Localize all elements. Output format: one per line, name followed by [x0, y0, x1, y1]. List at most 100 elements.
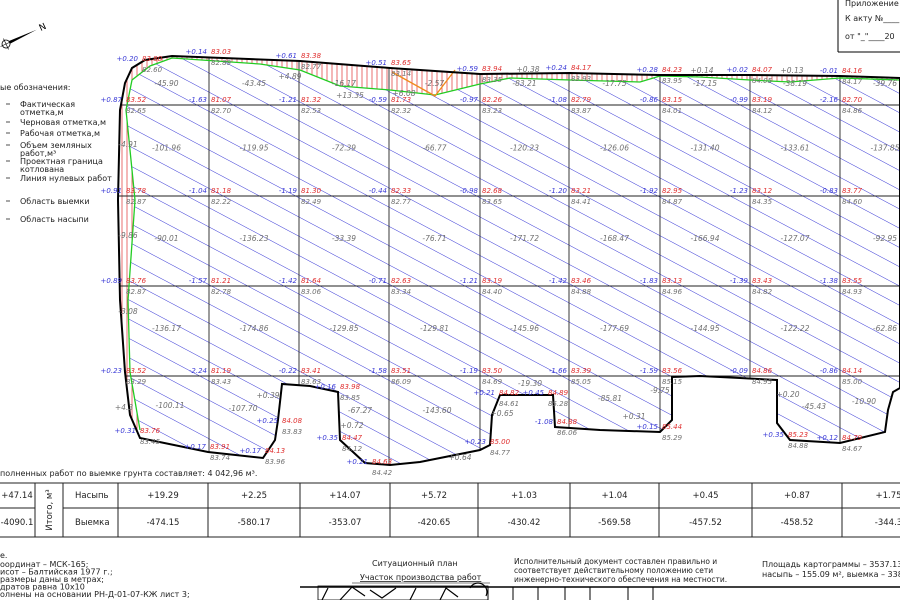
design-elevation: 82.33 [391, 187, 411, 195]
cell-volume: -83.21 [512, 79, 536, 88]
design-elevation: 83.39 [571, 367, 592, 375]
grid-node: -1.42 83.46 84.88 [549, 277, 592, 296]
working-elevation: +0.16 [315, 383, 337, 391]
boundary-point: +0.35 84.47 84.12 [317, 434, 363, 453]
design-elevation: 82.95 [662, 187, 683, 195]
design-elevation: 83.77 [842, 187, 863, 195]
cell-volume: -92.95 [873, 234, 897, 243]
actual-elevation: 84.88 [571, 288, 592, 296]
legend-label-2: работ,м³ [20, 149, 56, 158]
actual-elevation: 82.49 [301, 198, 322, 206]
cell-volume: -101.96 [152, 144, 181, 153]
working-elevation: -0.59 [369, 96, 388, 104]
actual-elevation: 83.87 [571, 107, 592, 115]
actual-elevation: 85.05 [571, 378, 592, 386]
certification-line: инженерно-технического обеспечения на ме… [514, 575, 727, 584]
grid-node: -2.24 81.19 83.43 [189, 367, 232, 386]
actual-elevation: 84.17 [842, 78, 863, 86]
cell-volume: -144.95 [691, 324, 720, 333]
working-elevation: -1.19 [460, 367, 479, 375]
actual-elevation: 84.35 [752, 198, 773, 206]
cell-volume: -66.77 [422, 144, 446, 153]
fill-value-cell: +19.29 [147, 491, 178, 501]
legend-label: Проектная граница [20, 157, 103, 166]
design-elevation: 83.52 [126, 367, 147, 375]
grid-node: -0.44 82.33 82.77 [369, 187, 412, 206]
actual-elevation: 82.65 [126, 107, 147, 115]
act-number-label: К акту №____ [845, 14, 900, 23]
working-elevation: +0.35 [317, 434, 339, 442]
working-elevation: -2.16 [820, 96, 839, 104]
grid-node: -0.97 82.26 83.23 [460, 96, 503, 115]
design-elevation: 81.73 [391, 96, 411, 104]
working-elevation: +0.21 [474, 389, 495, 397]
working-elevation: -1.63 [189, 96, 207, 104]
design-elevation: 85.23 [788, 431, 808, 439]
note-line: олнены на основании РН-Д-01-07-КЖ лист 3… [0, 590, 190, 599]
boundary-point: +0.45 84.89 85.28 [523, 389, 569, 408]
grid-node: -1.83 83.13 84.96 [640, 277, 683, 296]
actual-elevation: 85.00 [842, 378, 863, 386]
grid-node: +0.24 84.17 83.93 [546, 64, 592, 83]
boundary-point: +0.23 85.00 84.77 [465, 438, 511, 457]
grid-node: -1.19 81.30 82.49 [279, 187, 322, 206]
legend-label: Область насыпи [20, 215, 89, 224]
working-elevation: +0.51 [366, 59, 387, 67]
design-elevation: 83.94 [482, 65, 502, 73]
boundary-point: +0.25 84.08 83.83 [257, 417, 303, 436]
grid-node: -0.86 83.15 84.01 [640, 96, 683, 115]
edge-volume: +4.3 [115, 403, 133, 412]
legend-label: Линия нулевых работ [20, 174, 112, 183]
design-elevation: 85.44 [662, 423, 682, 431]
grid-node: -2.16 82.70 84.86 [820, 96, 863, 115]
working-elevation: -1.08 [549, 96, 568, 104]
note-line: размеры даны в метрах; [0, 575, 104, 584]
design-elevation: 83.19 [482, 277, 503, 285]
design-elevation: 81.32 [301, 96, 322, 104]
design-elevation: 83.50 [482, 367, 503, 375]
working-elevation: +0.20 [117, 55, 139, 63]
working-elevation: -0.01 [820, 67, 838, 75]
actual-elevation: 82.87 [126, 288, 147, 296]
cell-volume: -120.23 [510, 144, 539, 153]
actual-elevation: 83.43 [211, 378, 231, 386]
legend-label: Черновая отметка,м [20, 118, 106, 127]
cut-value-cell: -457.52 [689, 518, 722, 528]
actual-elevation: 83.74 [210, 454, 230, 462]
boundary-point: +0.15 85.44 85.29 [637, 423, 683, 442]
working-elevation: +0.87 [101, 96, 123, 104]
totals-rotated-label: Итого, м³ [45, 489, 55, 530]
design-elevation: 83.51 [391, 367, 411, 375]
design-elevation: 81.07 [211, 96, 232, 104]
design-elevation: 83.03 [211, 48, 231, 56]
actual-elevation: 83.96 [265, 458, 286, 466]
cell-volume: -177.69 [600, 324, 629, 333]
boundary-point: +0.17 84.13 83.96 [240, 447, 286, 466]
working-elevation: -1.08 [535, 418, 554, 426]
actual-elevation: 85.15 [662, 378, 683, 386]
design-elevation: 81.19 [211, 367, 232, 375]
boundary-point: -1.08 84.88 86.06 [535, 418, 578, 437]
design-elevation: 82.63 [391, 277, 411, 285]
zero-work-line [125, 57, 900, 431]
legend-item: Область насыпи [6, 215, 89, 224]
cell-volume: -33.39 [332, 234, 356, 243]
grid-node: -0.22 83.41 83.63 [279, 367, 321, 386]
legend-title: ые обозначения: [0, 83, 70, 92]
approval-header: Приложение № К акту №____ от "_"____20 [837, 0, 900, 53]
grid-node: +0.89 83.76 82.87 [101, 277, 147, 296]
design-elevation: 84.86 [752, 367, 773, 375]
working-elevation: -1.38 [820, 277, 839, 285]
legend-label: Рабочая отметка,м [20, 129, 100, 138]
edge-volume: -9.86 [118, 231, 138, 240]
cut-total: -4090.1 [1, 518, 34, 528]
design-elevation: 83.13 [662, 277, 682, 285]
totals-table: +47.14 -4090.1 Итого, м³ Насыпь Выемка +19.29… [0, 482, 900, 538]
design-elevation: 84.13 [265, 447, 285, 455]
actual-elevation: 84.67 [842, 445, 863, 453]
actual-elevation: 84.96 [662, 288, 683, 296]
act-date-label: от "_"____20 [845, 32, 895, 41]
legend-item: Черновая отметка,м [6, 118, 106, 127]
design-elevation: 84.47 [342, 434, 363, 442]
